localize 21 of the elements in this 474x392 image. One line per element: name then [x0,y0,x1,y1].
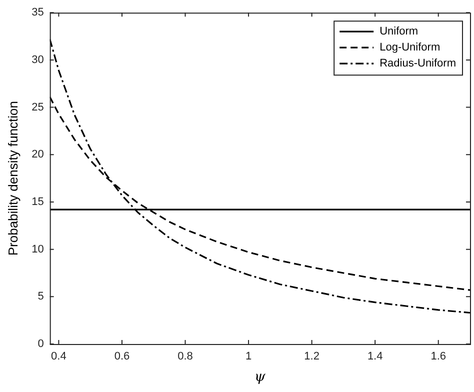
legend-label: Log-Uniform [380,42,440,54]
y-tick-label: 10 [32,243,44,256]
x-axis-title: ψ [254,369,266,386]
x-tick-label: 0.6 [114,350,130,363]
x-tick-label: 0.4 [51,350,66,363]
x-tick-label: 1.6 [430,350,446,363]
y-tick-label: 20 [32,148,44,161]
y-axis-title: Probability density function [5,100,20,256]
legend-label: Uniform [380,26,418,38]
y-tick-label: 35 [32,6,44,19]
x-tick-label: 0.8 [178,350,193,363]
y-tick-label: 0 [38,338,44,350]
legend-label: Radius-Uniform [380,58,456,70]
line-series [50,38,470,314]
y-tick-label: 25 [32,101,44,114]
x-tick-label: 1.4 [367,350,383,363]
y-tick-label: 30 [32,54,44,66]
y-tick-label: 15 [32,196,44,208]
x-tick-label: 1.2 [304,350,320,363]
x-tick-label: 1 [245,350,252,363]
y-tick-label: 5 [38,290,44,303]
